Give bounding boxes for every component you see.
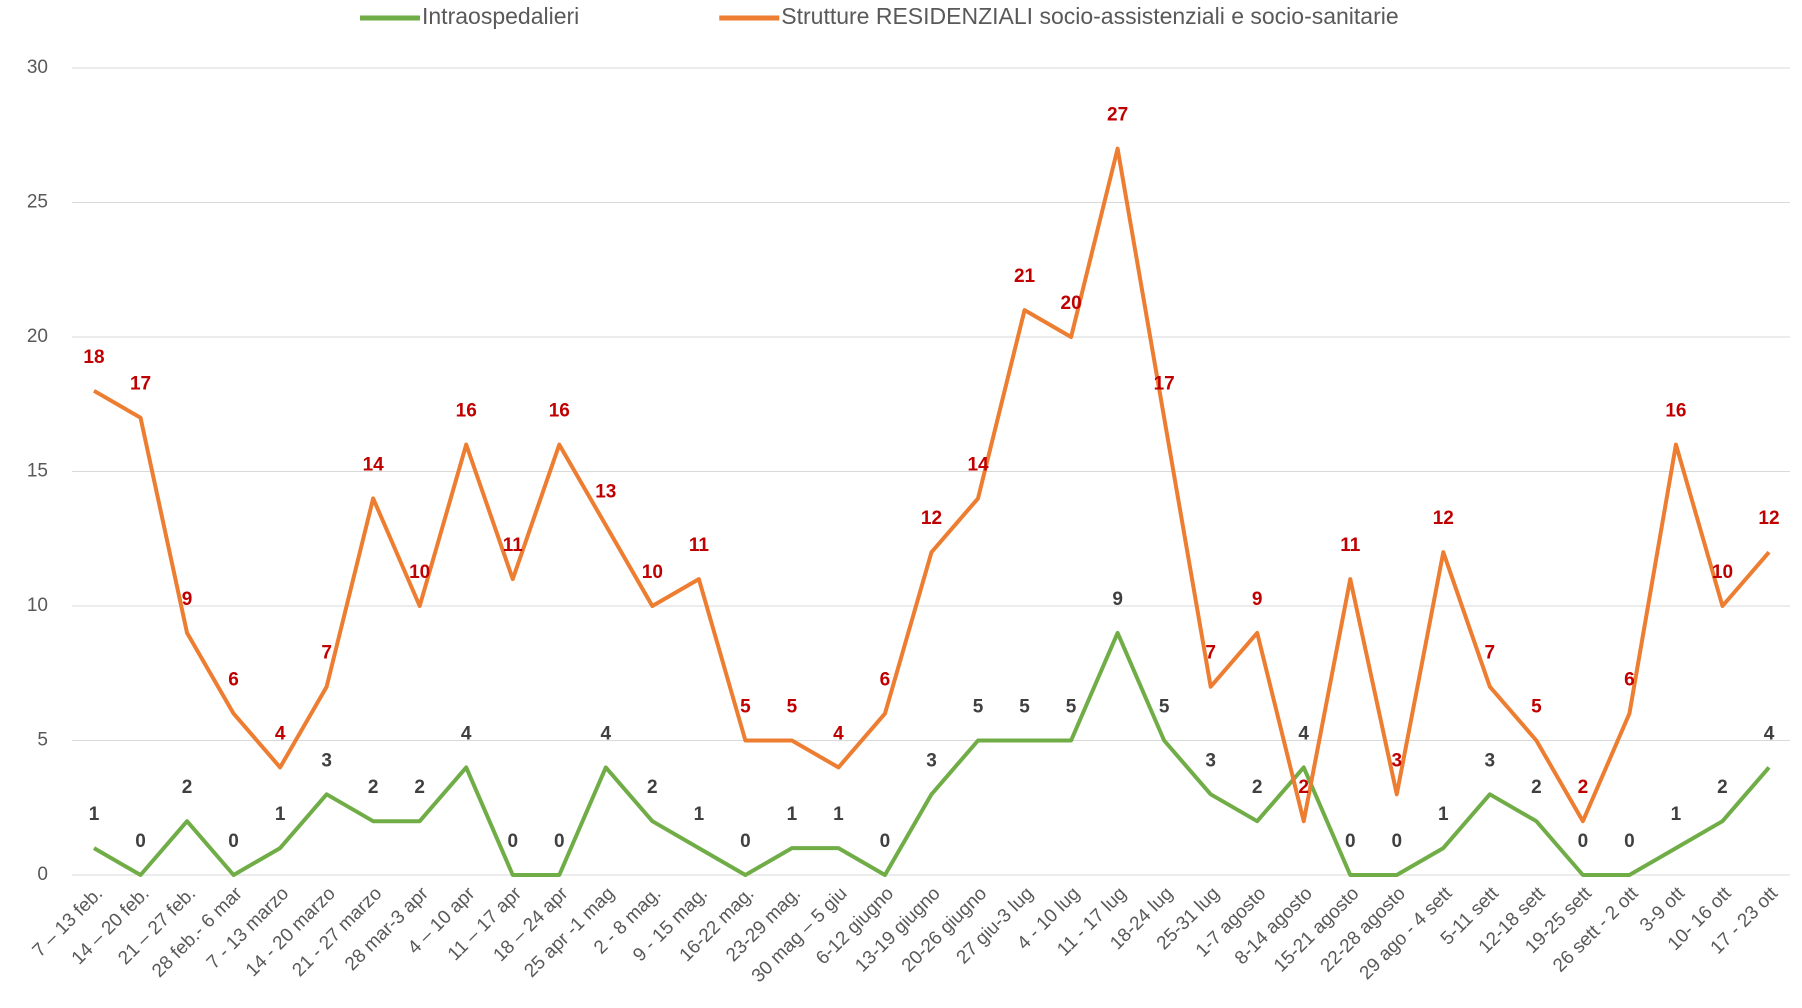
y-tick-label: 20 — [27, 326, 48, 347]
legend-label: Strutture RESIDENZIALI socio-assistenzia… — [781, 3, 1398, 29]
y-tick-label: 10 — [27, 595, 48, 616]
data-label: 2 — [1298, 777, 1309, 798]
data-label: 17 — [1154, 374, 1175, 395]
data-label: 2 — [1531, 777, 1542, 798]
data-label: 3 — [321, 750, 332, 771]
data-label: 5 — [787, 697, 798, 718]
data-label: 6 — [880, 670, 891, 691]
data-label: 4 — [833, 723, 844, 744]
data-label: 1 — [89, 804, 100, 825]
data-label: 1 — [787, 804, 798, 825]
data-label: 7 — [1205, 643, 1216, 664]
data-label: 20 — [1061, 293, 1082, 314]
data-label: 10 — [1712, 562, 1733, 583]
data-label: 10 — [409, 562, 430, 583]
data-label: 11 — [503, 535, 524, 556]
y-tick-label: 0 — [37, 864, 48, 885]
data-label: 12 — [921, 508, 942, 529]
data-label: 16 — [456, 401, 477, 422]
data-label: 5 — [1159, 697, 1170, 718]
data-label: 0 — [1624, 831, 1635, 852]
data-label: 21 — [1014, 266, 1036, 287]
data-label: 14 — [363, 454, 385, 475]
data-label: 2 — [368, 777, 379, 798]
data-label: 4 — [601, 723, 612, 744]
data-label: 1 — [694, 804, 705, 825]
data-label: 2 — [1578, 777, 1589, 798]
data-label: 17 — [130, 374, 151, 395]
y-tick-label: 25 — [27, 192, 48, 213]
data-label: 0 — [1345, 831, 1356, 852]
data-label: 11 — [689, 535, 710, 556]
data-label: 13 — [595, 481, 616, 502]
data-label: 1 — [833, 804, 844, 825]
data-label: 9 — [182, 589, 193, 610]
data-label: 3 — [1485, 750, 1496, 771]
data-label: 0 — [554, 831, 565, 852]
series-line — [92, 630, 1771, 877]
data-label: 2 — [414, 777, 425, 798]
data-label: 7 — [1485, 643, 1496, 664]
data-label: 5 — [1066, 697, 1077, 718]
data-label: 27 — [1107, 105, 1128, 126]
data-label: 12 — [1758, 508, 1779, 529]
data-label: 3 — [1205, 750, 1216, 771]
data-label: 4 — [1764, 723, 1775, 744]
data-label: 10 — [642, 562, 663, 583]
legend-label: Intraospedalieri — [422, 3, 579, 29]
data-label: 11 — [1340, 535, 1361, 556]
data-label: 5 — [1531, 697, 1542, 718]
y-tick-label: 5 — [37, 730, 48, 751]
data-label: 5 — [973, 697, 984, 718]
data-label: 0 — [880, 831, 891, 852]
data-label: 0 — [135, 831, 146, 852]
y-tick-label: 15 — [27, 461, 48, 482]
data-label: 4 — [461, 723, 472, 744]
data-label: 0 — [740, 831, 751, 852]
data-label: 4 — [275, 723, 286, 744]
data-label: 5 — [740, 697, 751, 718]
data-label: 9 — [1112, 589, 1123, 610]
data-label: 1 — [1438, 804, 1449, 825]
data-label: 5 — [1019, 697, 1030, 718]
y-tick-label: 30 — [27, 57, 48, 78]
data-label: 3 — [926, 750, 937, 771]
data-label: 18 — [83, 347, 104, 368]
data-label: 1 — [1671, 804, 1682, 825]
data-label: 3 — [1391, 750, 1402, 771]
data-label: 12 — [1433, 508, 1454, 529]
data-label: 2 — [1252, 777, 1263, 798]
data-label: 0 — [228, 831, 239, 852]
data-label: 0 — [507, 831, 518, 852]
data-label: 2 — [647, 777, 658, 798]
data-label: 6 — [1624, 670, 1635, 691]
series-line — [92, 146, 1771, 824]
data-label: 1 — [275, 804, 286, 825]
data-label: 9 — [1252, 589, 1263, 610]
data-label: 2 — [1717, 777, 1728, 798]
data-label: 16 — [549, 401, 570, 422]
data-label: 4 — [1298, 723, 1309, 744]
data-label: 0 — [1578, 831, 1589, 852]
data-label: 7 — [321, 643, 332, 664]
data-label: 0 — [1391, 831, 1402, 852]
data-label: 2 — [182, 777, 193, 798]
data-label: 14 — [967, 454, 989, 475]
data-label: 6 — [228, 670, 239, 691]
data-label: 16 — [1665, 401, 1686, 422]
